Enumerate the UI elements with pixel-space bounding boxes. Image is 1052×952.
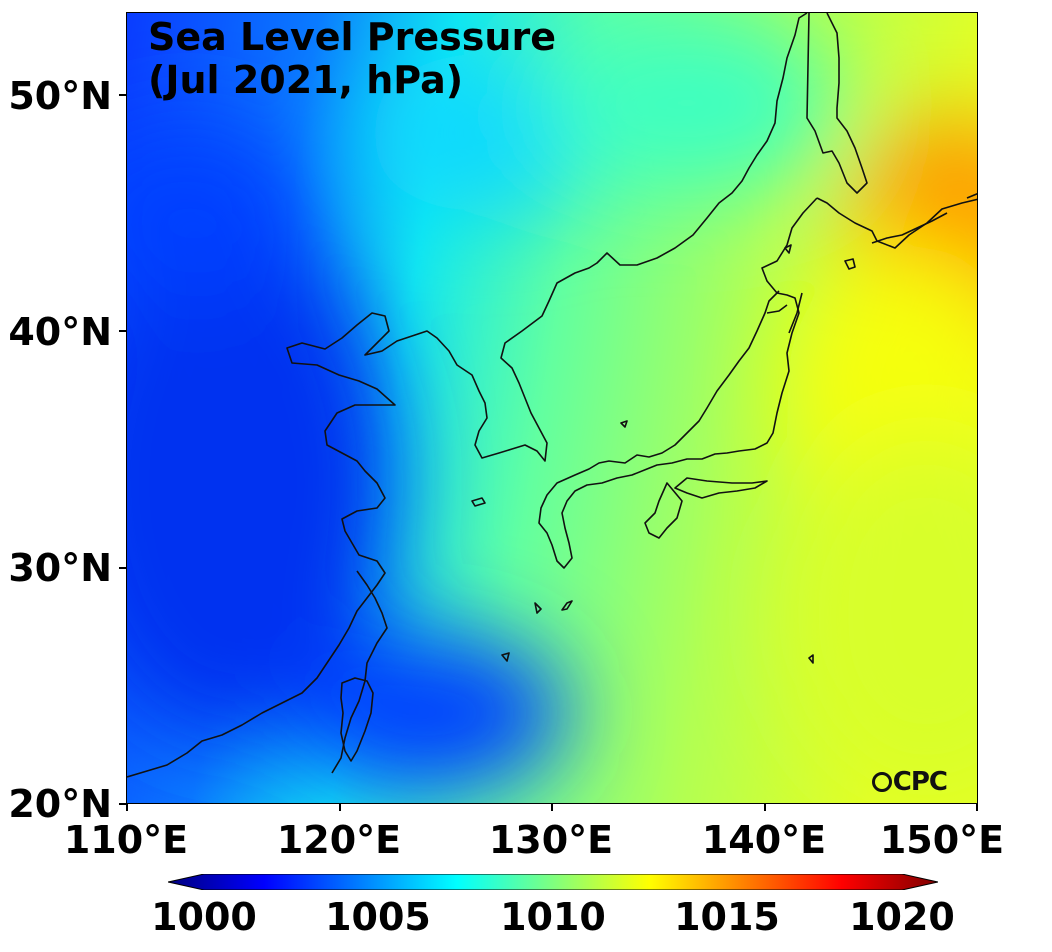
colorbar-label-1010: 1010 bbox=[500, 895, 606, 939]
y-tick bbox=[119, 330, 126, 332]
cpc-logo: CPC bbox=[871, 767, 948, 797]
noaa-emblem-icon bbox=[871, 772, 892, 792]
x-tick bbox=[764, 804, 766, 811]
x-tick bbox=[339, 804, 341, 811]
colorbar-bar bbox=[168, 874, 938, 890]
colorbar bbox=[168, 874, 938, 890]
x-tick-label-150e: 150°E bbox=[879, 818, 1005, 862]
x-tick-label-110e: 110°E bbox=[63, 818, 189, 862]
map-panel: CPC bbox=[126, 12, 978, 804]
logo-text: CPC bbox=[892, 767, 948, 797]
colorbar-label-1000: 1000 bbox=[151, 895, 257, 939]
y-tick-label-20n: 20°N bbox=[8, 782, 112, 826]
colorbar-label-1005: 1005 bbox=[325, 895, 431, 939]
x-tick-label-120e: 120°E bbox=[276, 818, 402, 862]
y-tick bbox=[119, 803, 126, 805]
x-tick bbox=[551, 804, 553, 811]
y-tick-label-30n: 30°N bbox=[8, 546, 112, 590]
y-tick-label-50n: 50°N bbox=[8, 74, 112, 118]
x-tick bbox=[126, 804, 128, 811]
colorbar-label-1020: 1020 bbox=[849, 895, 955, 939]
x-tick bbox=[976, 804, 978, 811]
y-tick bbox=[119, 567, 126, 569]
y-tick bbox=[119, 94, 126, 96]
y-tick-label-40n: 40°N bbox=[8, 310, 112, 354]
map-title: Sea Level Pressure (Jul 2021, hPa) bbox=[148, 15, 556, 102]
x-tick-label-140e: 140°E bbox=[701, 818, 827, 862]
pressure-field bbox=[127, 13, 977, 803]
coastlines bbox=[127, 13, 977, 778]
colorbar-label-1015: 1015 bbox=[674, 895, 780, 939]
x-tick-label-130e: 130°E bbox=[488, 818, 614, 862]
